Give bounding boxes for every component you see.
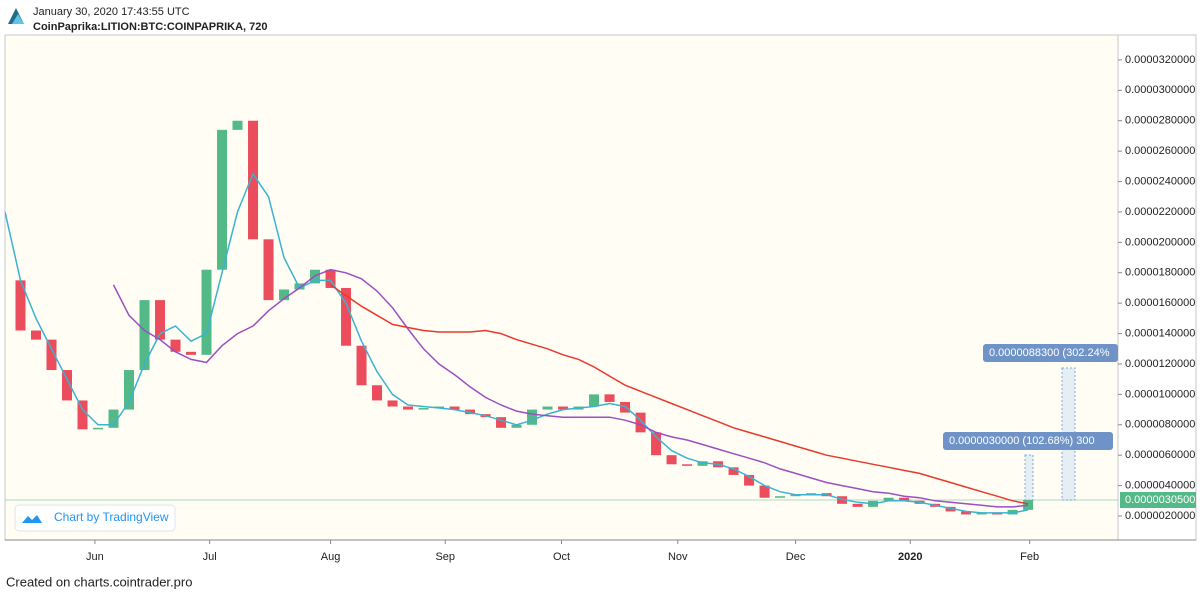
y-tick-label: 0.0000180000 xyxy=(1125,267,1195,279)
candle xyxy=(124,370,135,410)
moving-average xyxy=(5,172,1029,514)
price-axis xyxy=(1117,34,1197,541)
candle xyxy=(1023,500,1034,510)
candle xyxy=(217,129,228,270)
candle xyxy=(790,494,801,497)
candle xyxy=(170,339,181,352)
annotation: 0.0000030000 (102.68%) 300 xyxy=(949,435,1095,447)
candle xyxy=(356,345,367,386)
timestamp: January 30, 2020 17:43:55 UTC xyxy=(33,6,190,18)
watermark-box xyxy=(14,504,176,532)
last-price-label: 0.0000030500 xyxy=(1125,494,1195,506)
x-tick-label: Feb xyxy=(1020,551,1039,563)
candle xyxy=(527,409,538,425)
x-tick-label: Aug xyxy=(321,551,341,563)
candle xyxy=(511,424,522,428)
y-tick-label: 0.0000220000 xyxy=(1125,206,1195,218)
candle xyxy=(341,287,352,346)
candle xyxy=(403,406,414,410)
candle xyxy=(899,497,910,501)
overlay: 0.0000088300 (302.24% 0.0000030000 (102.… xyxy=(14,344,1118,532)
candle xyxy=(232,120,243,130)
x-tick-label: Jun xyxy=(86,551,104,563)
candle xyxy=(279,289,290,301)
range-box xyxy=(1024,454,1034,501)
y-tick-label: 0.0000060000 xyxy=(1125,449,1195,461)
candle xyxy=(852,503,863,507)
y-tick-label: 0.0000280000 xyxy=(1125,115,1195,127)
candle xyxy=(155,300,166,340)
symbol: CoinPaprika:LITION:BTC:COINPAPRIKA, 720 xyxy=(33,21,268,33)
candle xyxy=(992,512,1003,515)
y-tick-label: 0.0000080000 xyxy=(1125,419,1195,431)
candle xyxy=(589,394,600,407)
candle xyxy=(201,269,212,355)
candle xyxy=(604,394,615,402)
x-tick-label: Sep xyxy=(435,551,455,563)
annotation-box xyxy=(983,344,1118,362)
candle xyxy=(31,330,42,340)
candle xyxy=(806,493,817,495)
candle xyxy=(883,497,894,501)
y-tick-label: 0.0000040000 xyxy=(1125,479,1195,491)
x-tick-label: Dec xyxy=(786,551,806,563)
y-tick-label: 0.0000160000 xyxy=(1125,297,1195,309)
y-tick-label: 0.0000120000 xyxy=(1125,358,1195,370)
candle xyxy=(186,351,197,355)
annotation-box xyxy=(943,432,1113,450)
candle xyxy=(759,485,770,498)
candle xyxy=(93,427,104,430)
y-tick-label: 0.0000320000 xyxy=(1125,54,1195,66)
plot-area xyxy=(4,34,1119,541)
candle xyxy=(15,280,26,331)
candle xyxy=(387,400,398,407)
candle xyxy=(775,496,786,498)
candle xyxy=(635,412,646,433)
y-tick-label: 0.0000100000 xyxy=(1125,388,1195,400)
y-tick-label: 0.0000300000 xyxy=(1125,84,1195,96)
x-tick-label: Jul xyxy=(203,551,217,563)
candle xyxy=(139,300,150,371)
candle xyxy=(496,417,507,428)
y-tick-label: 0.0000260000 xyxy=(1125,145,1195,157)
annotation: 0.0000088300 (302.24% xyxy=(989,347,1110,359)
candle xyxy=(62,370,73,401)
x-tick-label: 2020 xyxy=(898,551,922,563)
candle xyxy=(961,511,972,515)
candle xyxy=(248,120,259,240)
candle xyxy=(325,269,336,288)
y-tick-label: 0.0000240000 xyxy=(1125,175,1195,187)
candle xyxy=(263,239,274,301)
last-price-box xyxy=(1120,492,1196,509)
candle xyxy=(976,512,987,515)
candle xyxy=(372,385,383,401)
watermark: Chart by TradingView xyxy=(54,510,169,524)
candle xyxy=(728,467,739,475)
candle xyxy=(744,474,755,486)
candle xyxy=(651,432,662,456)
candle xyxy=(449,406,460,410)
moving-average xyxy=(330,284,1029,505)
footer: Created on charts.cointrader.pro xyxy=(6,574,192,589)
y-tick-label: 0.0000140000 xyxy=(1125,327,1195,339)
candle xyxy=(46,339,57,371)
plot xyxy=(5,120,1118,515)
candle xyxy=(682,464,693,466)
x-tick-label: Oct xyxy=(553,551,570,563)
watermark-icon xyxy=(22,515,42,523)
candle xyxy=(666,455,677,465)
x-tick-label: Nov xyxy=(668,551,688,563)
candle xyxy=(108,409,119,428)
candle xyxy=(77,400,88,430)
candle xyxy=(418,408,429,410)
moving-average xyxy=(112,268,1029,508)
logo-accent xyxy=(12,14,24,24)
y-tick-label: 0.0000200000 xyxy=(1125,236,1195,248)
candle xyxy=(558,406,569,410)
y-tick-label: 0.0000020000 xyxy=(1125,510,1195,522)
candle xyxy=(542,406,553,410)
